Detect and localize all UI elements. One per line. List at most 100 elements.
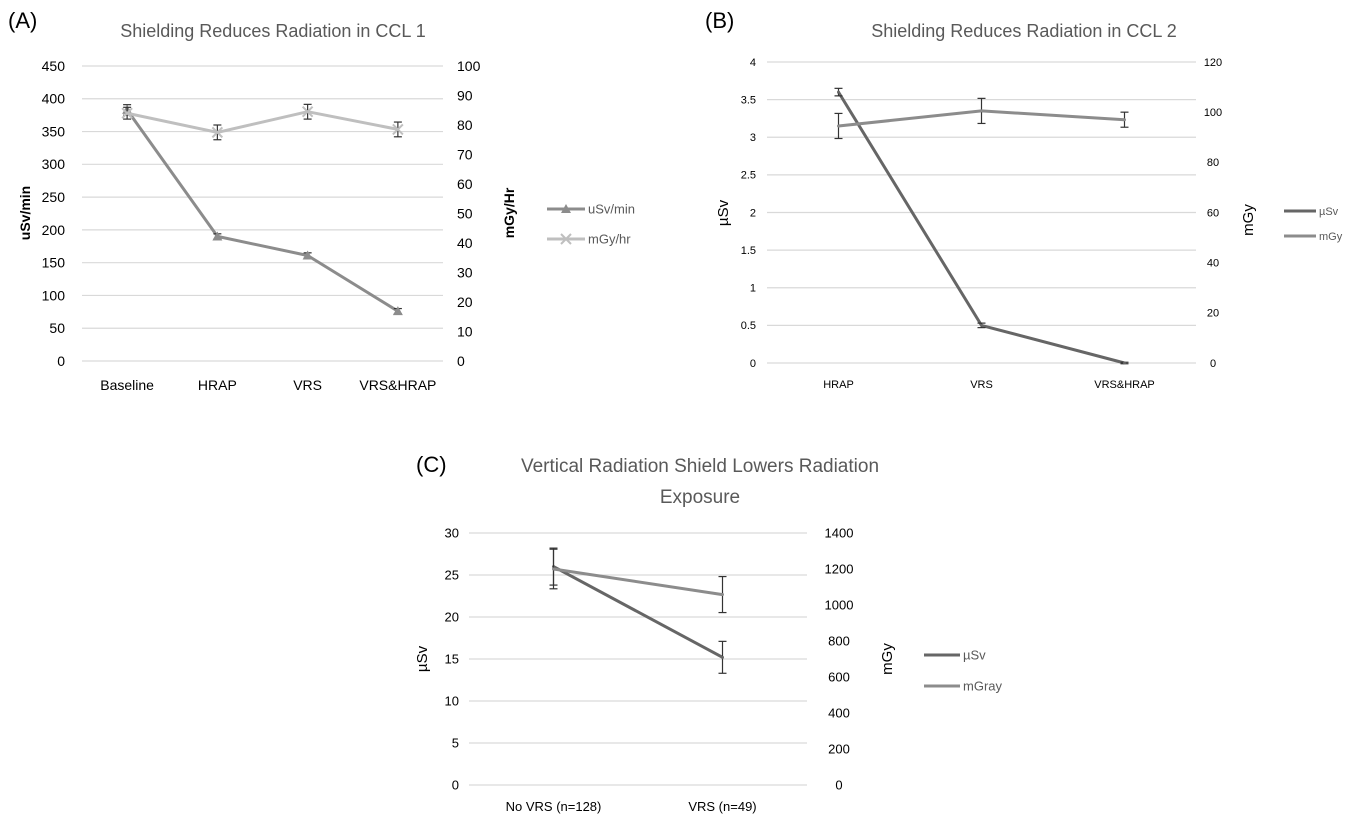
panel-c-letter: (C) — [416, 452, 447, 477]
panel-b-y2-tick-label: 120 — [1204, 57, 1222, 69]
panel-a-series-line-1 — [125, 109, 399, 313]
panel-a-data-point — [121, 107, 133, 119]
panel-a-y2-tick-label: 70 — [457, 146, 473, 162]
panel-c-title-line: Vertical Radiation Shield Lowers Radiati… — [521, 456, 879, 477]
panel-c-y2-tick-label: 1200 — [825, 562, 854, 577]
panel-a-data-point — [392, 306, 403, 316]
panel-c-y-tick-label: 20 — [445, 610, 459, 625]
panel-c-y2-axis-label: mGy — [879, 643, 896, 675]
panel-b-y-tick-label: 4 — [750, 57, 756, 69]
panel-a-y-tick-label: 200 — [42, 222, 66, 238]
panel-a-y2-tick-label: 50 — [457, 205, 473, 221]
panel-c-y2-tick-label: 0 — [835, 778, 842, 793]
panel-a-y-tick-label: 50 — [49, 320, 65, 336]
panel-c-y2-tick-label: 400 — [828, 706, 850, 721]
panel-a-y-tick-label: 300 — [42, 156, 66, 172]
panel-b-y-tick-label: 0 — [750, 358, 756, 370]
panel-a-legend-marker — [560, 233, 572, 245]
panel-b-x-tick-label: VRS&HRAP — [1094, 379, 1155, 391]
panel-a-y-tick-label: 400 — [42, 91, 66, 107]
panel-a-y2-tick-label: 20 — [457, 294, 473, 310]
panel-c-y-tick-label: 10 — [445, 694, 459, 709]
panel-b-y2-axis-label: mGy — [1240, 204, 1257, 236]
panel-a-letter: (A) — [8, 8, 37, 33]
panel-a-x-tick-label: Baseline — [100, 377, 154, 393]
panel-b-y-tick-label: 1.5 — [741, 245, 756, 257]
panel-c-series-line-2 — [553, 567, 723, 597]
panel-a-legend-label: mGy/hr — [588, 232, 631, 247]
panel-c-y-tick-label: 5 — [452, 736, 459, 751]
panel-a-legend-marker — [561, 204, 571, 213]
panel-c-data-point — [552, 567, 555, 571]
panel-a-y2-tick-label: 40 — [457, 235, 473, 251]
panel-b-y2-tick-label: 20 — [1207, 308, 1219, 320]
panel-b-y-tick-label: 2.5 — [741, 170, 756, 182]
panel-c-x-tick-label: No VRS (n=128) — [506, 799, 602, 814]
panel-b-y2-tick-label: 40 — [1207, 258, 1219, 270]
panel-a-y2-axis-label: mGy/Hr — [501, 187, 517, 238]
panel-a-x-tick-label: HRAP — [198, 377, 237, 393]
panel-b-y2-tick-label: 0 — [1210, 358, 1216, 370]
panel-a-y-axis-label: uSv/min — [17, 186, 33, 240]
panel-a-data-point — [211, 126, 224, 139]
panel-c-y-axis-label: µSv — [414, 645, 431, 672]
panel-a-data-point — [212, 231, 223, 241]
panel-a-y2-tick-label: 100 — [457, 58, 481, 74]
panel-a-y2-tick-label: 30 — [457, 264, 473, 280]
panel-a-y2-tick-label: 0 — [457, 353, 465, 369]
panel-b-y-tick-label: 1 — [750, 283, 756, 295]
panel-b-y2-tick-label: 80 — [1207, 157, 1219, 169]
panel-a-legend-label: uSv/min — [588, 202, 635, 217]
panel-c-y-tick-label: 0 — [452, 778, 459, 793]
panel-c-title-line: Exposure — [660, 487, 740, 508]
panel-a-y2-tick-label: 80 — [457, 117, 473, 133]
panel-b-legend-label: µSv — [1319, 206, 1339, 218]
panel-c-series-line-1 — [552, 565, 724, 659]
panel-b-data-point — [1123, 361, 1126, 365]
panel-a-x-tick-label: VRS&HRAP — [359, 377, 436, 393]
panel-b-data-point — [980, 109, 983, 113]
panel-b-x-tick-label: HRAP — [823, 379, 854, 391]
panel-b-y2-tick-label: 60 — [1207, 207, 1219, 219]
panel-c-y2-tick-label: 200 — [828, 742, 850, 757]
panel-c-y-tick-label: 25 — [445, 568, 459, 583]
panel-b-title: Shielding Reduces Radiation in CCL 2 — [871, 21, 1177, 41]
panel-b-data-point — [837, 124, 840, 128]
panel-a-x-tick-label: VRS — [293, 377, 322, 393]
panel-b-y-tick-label: 2 — [750, 207, 756, 219]
panel-a-y2-tick-label: 10 — [457, 323, 473, 339]
panel-c-data-point — [721, 655, 724, 659]
panel-c-y2-tick-label: 800 — [828, 634, 850, 649]
panel-b-letter: (B) — [705, 8, 734, 33]
panel-c-y-tick-label: 30 — [445, 526, 459, 541]
panel-a-y2-tick-label: 60 — [457, 176, 473, 192]
panel-b-legend-label: mGy — [1319, 231, 1343, 243]
panel-c-y2-tick-label: 1400 — [825, 526, 854, 541]
panel-a-y-tick-label: 0 — [57, 353, 65, 369]
panel-b-y-tick-label: 3.5 — [741, 94, 756, 106]
panel-a-y2-tick-label: 90 — [457, 87, 473, 103]
panel-a-data-point — [392, 123, 404, 136]
panel-a-y-tick-label: 450 — [42, 58, 66, 74]
panel-a-y-tick-label: 350 — [42, 123, 66, 139]
panel-b-y2-tick-label: 100 — [1204, 107, 1222, 119]
panel-c-y2-tick-label: 600 — [828, 670, 850, 685]
panel-c-legend-label: mGray — [963, 679, 1003, 694]
panel-a-y-tick-label: 100 — [42, 287, 66, 303]
panel-b-y-axis-label: µSv — [715, 199, 732, 226]
panel-b-y-tick-label: 0.5 — [741, 320, 756, 332]
panel-b-series-line-1 — [837, 91, 1125, 365]
panel-a-y-tick-label: 250 — [42, 189, 66, 205]
panel-b-x-tick-label: VRS — [970, 379, 993, 391]
panel-c-legend-label: µSv — [963, 648, 986, 663]
panel-a-data-point — [301, 106, 314, 118]
panel-c-data-point — [721, 593, 724, 597]
panel-a-data-point — [302, 250, 313, 260]
panel-c-x-tick-label: VRS (n=49) — [688, 799, 756, 814]
panel-b-y-tick-label: 3 — [750, 132, 756, 144]
panel-c-y2-tick-label: 1000 — [825, 598, 854, 613]
panel-b-data-point — [980, 323, 983, 327]
panel-c-y-tick-label: 15 — [445, 652, 459, 667]
panel-b-data-point — [1123, 118, 1126, 122]
